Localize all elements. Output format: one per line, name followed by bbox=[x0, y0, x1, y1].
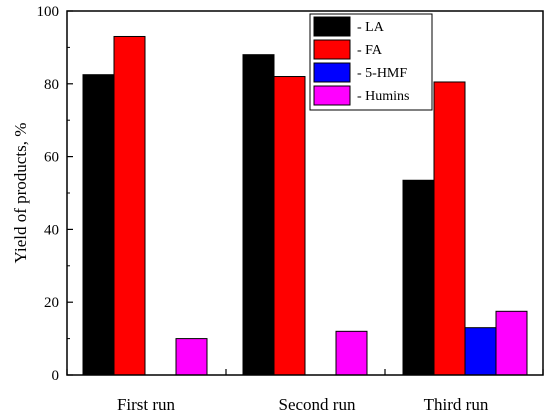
y-tick-label: 20 bbox=[44, 295, 59, 311]
bar-humins-second-run bbox=[335, 330, 368, 376]
bar-la-third-run bbox=[402, 179, 435, 376]
legend-label: - Humins bbox=[357, 89, 410, 104]
bar-fa-second-run bbox=[273, 76, 306, 376]
y-tick-label: 100 bbox=[37, 4, 60, 20]
bar-fa-first-run bbox=[113, 35, 146, 376]
y-tick-label: 60 bbox=[44, 150, 59, 166]
x-category-label: Second run bbox=[279, 395, 356, 414]
bar-la-first-run bbox=[82, 74, 115, 376]
bar-la-second-run bbox=[242, 54, 275, 376]
bar-5hmf-third-run bbox=[464, 327, 497, 376]
y-tick-label: 40 bbox=[44, 222, 59, 238]
legend-swatch bbox=[313, 16, 351, 37]
bar-humins-first-run bbox=[175, 338, 208, 376]
legend-swatch bbox=[313, 62, 351, 83]
x-category-label: Third run bbox=[424, 395, 489, 414]
y-tick-label: 80 bbox=[44, 77, 59, 93]
legend-swatch bbox=[313, 39, 351, 60]
bar-fa-third-run bbox=[433, 81, 466, 376]
bar-humins-third-run bbox=[495, 310, 528, 376]
axes-layer: 0 20 40 60 80 100 First run Second run Third run bbox=[37, 4, 544, 414]
legend-label: - 5-HMF bbox=[357, 66, 407, 81]
x-category-label: First run bbox=[117, 395, 176, 414]
bars-layer bbox=[82, 35, 528, 376]
legend-label: - LA bbox=[357, 20, 385, 35]
y-axis-title: Yield of products, % bbox=[11, 123, 30, 264]
legend-swatch bbox=[313, 85, 351, 106]
legend: - LA - FA - 5-HMF - Humins bbox=[309, 13, 433, 111]
legend-label: - FA bbox=[357, 43, 383, 58]
y-tick-label: 0 bbox=[52, 368, 60, 384]
